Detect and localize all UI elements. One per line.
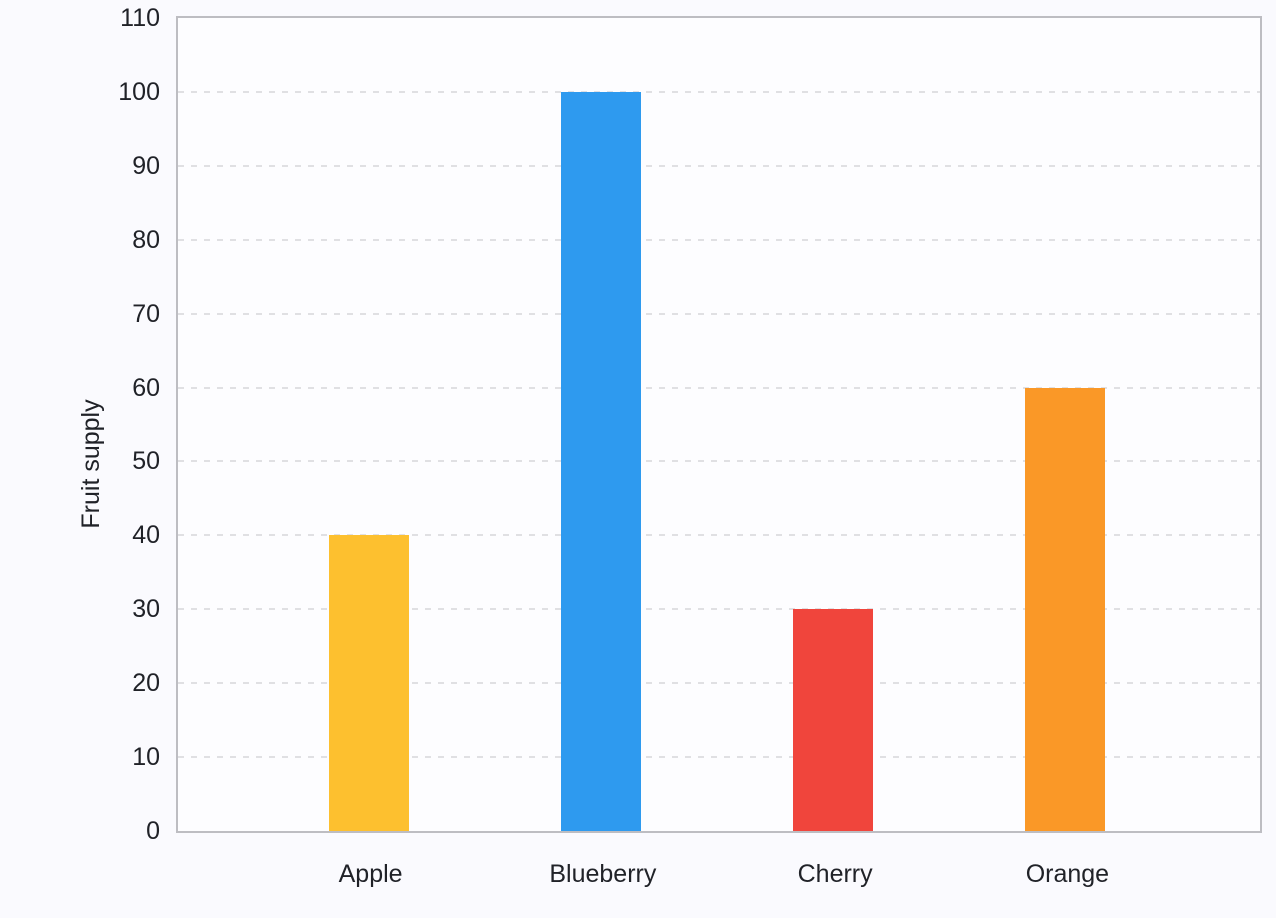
bar-cherry [793,609,874,831]
y-tick-label-60: 60 [132,373,160,402]
x-axis-label-orange: Orange [1025,860,1110,888]
y-tick-label-110: 110 [120,4,160,32]
gridline-90 [178,164,1260,167]
x-axis-label-cherry: Cherry [797,860,873,888]
y-tick-label-30: 30 [132,595,160,624]
plot-area [176,16,1262,833]
y-tick-label-90: 90 [132,151,160,180]
y-tick-label-100: 100 [118,77,160,106]
bar-blueberry [560,91,641,831]
y-tick-label-20: 20 [132,669,160,698]
bar-orange [1025,387,1106,831]
y-tick-label-70: 70 [132,299,160,328]
x-axis-label-apple: Apple [338,860,403,888]
y-tick-label-40: 40 [132,521,160,550]
bar-apple [328,535,409,831]
y-tick-label-50: 50 [132,447,160,476]
y-tick-label-80: 80 [132,225,160,254]
y-tick-label-10: 10 [132,743,160,772]
gridline-80 [178,238,1260,241]
y-tick-label-0: 0 [146,817,160,845]
x-axis-label-blueberry: Blueberry [549,860,657,888]
gridline-100 [178,90,1260,93]
gridline-70 [178,312,1260,315]
